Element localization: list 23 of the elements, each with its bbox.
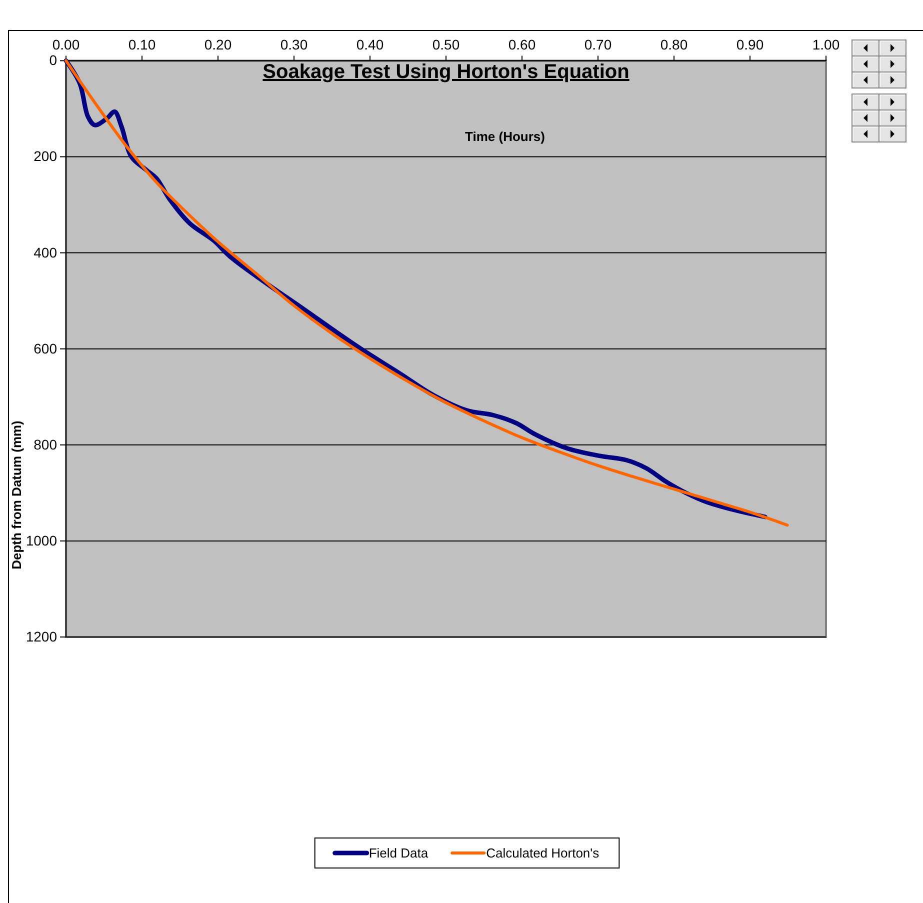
y-tick-label: 1200: [26, 628, 58, 644]
y-tick-label: 200: [34, 148, 58, 164]
x-tick-label: 0.70: [584, 36, 612, 53]
y-tick-label: 400: [34, 244, 58, 260]
legend-label: Field Data: [368, 846, 429, 861]
x-axis-title: Time (Hours): [465, 129, 545, 144]
legend-label: Calculated Horton's: [486, 846, 600, 861]
x-tick-label: 0.40: [356, 36, 384, 53]
x-tick-label: 0.80: [660, 36, 688, 53]
y-tick-label: 0: [49, 52, 58, 68]
y-tick-label: 600: [34, 340, 58, 356]
x-tick-label: 0.90: [736, 36, 764, 53]
chart-title: Soakage Test Using Horton's Equation: [262, 61, 630, 83]
y-tick-label: 800: [34, 436, 58, 452]
y-axis-title: Depth from Datum (mm): [9, 420, 24, 570]
x-tick-label: 0.10: [128, 36, 156, 53]
x-tick-label: 1.00: [812, 36, 840, 53]
x-tick-label: 0.00: [52, 36, 80, 53]
x-tick-label: 0.20: [204, 36, 232, 53]
x-tick-label: 0.60: [508, 36, 536, 53]
x-tick-label: 0.50: [432, 36, 460, 53]
y-tick-label: 1000: [26, 532, 58, 548]
x-tick-label: 0.30: [280, 36, 308, 53]
